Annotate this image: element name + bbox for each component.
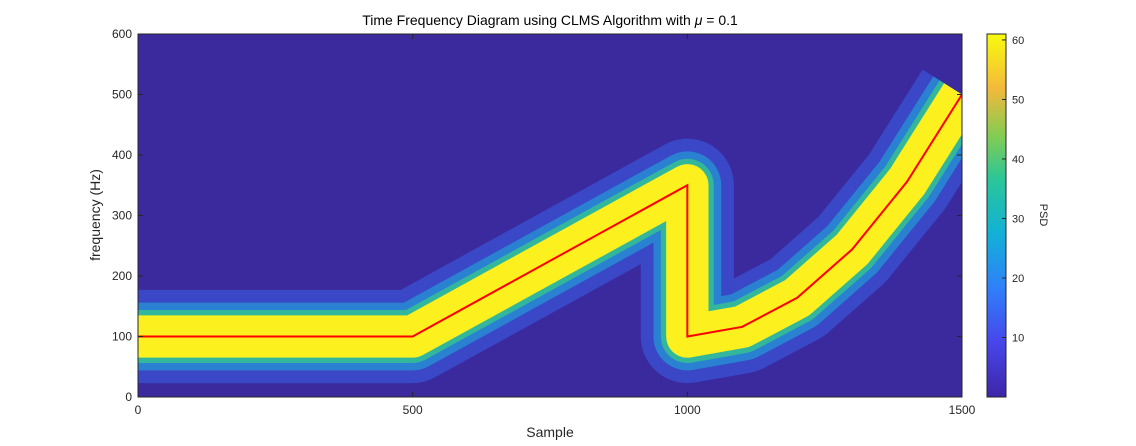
y-tick-label: 100 xyxy=(112,330,132,344)
x-tick-label: 1000 xyxy=(674,403,701,417)
colorbar-tick-label: 20 xyxy=(1012,273,1024,285)
y-tick-label: 600 xyxy=(112,27,132,41)
colorbar-tick-label: 10 xyxy=(1012,332,1024,344)
colorbar-tick-label: 40 xyxy=(1012,154,1024,166)
x-tick-label: 500 xyxy=(403,403,423,417)
colorbar-tick-label: 60 xyxy=(1012,35,1024,47)
x-tick-label: 0 xyxy=(135,403,142,417)
x-axis: 0 500 1000 1500 xyxy=(135,34,976,417)
y-axis-label: frequency (Hz) xyxy=(87,169,103,261)
colorbar-tick-label: 50 xyxy=(1012,94,1024,106)
y-tick-label: 400 xyxy=(112,148,132,162)
colorbar-label: PSD xyxy=(1037,204,1049,227)
series-line-instantaneous-frequency xyxy=(138,93,962,338)
colorbar-axis: 10 20 30 40 50 60 xyxy=(1002,35,1024,344)
y-tick-label: 500 xyxy=(112,88,132,102)
y-tick-label: 300 xyxy=(112,209,132,223)
colorbar xyxy=(986,33,1007,398)
y-tick-label: 200 xyxy=(112,269,132,283)
chart-title: Time Frequency Diagram using CLMS Algori… xyxy=(362,12,738,28)
plot-area xyxy=(138,34,962,397)
y-tick-label: 0 xyxy=(125,390,132,404)
colorbar-tick-label: 30 xyxy=(1012,213,1024,225)
x-axis-label: Sample xyxy=(526,424,574,440)
x-tick-label: 1500 xyxy=(949,403,976,417)
y-axis: 0 100 200 300 400 500 600 xyxy=(112,27,962,404)
